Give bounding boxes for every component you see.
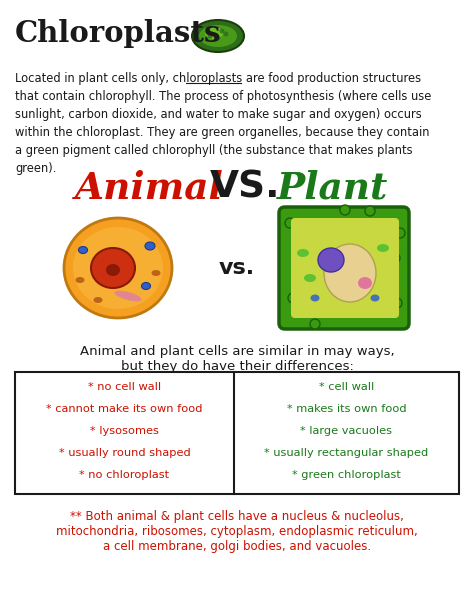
Text: Located in plant cells only, chloroplasts are food production structures
that co: Located in plant cells only, chloroplast…: [15, 72, 431, 175]
Ellipse shape: [91, 248, 135, 288]
Circle shape: [224, 31, 228, 37]
Text: * cell wall: * cell wall: [319, 382, 374, 392]
Ellipse shape: [114, 291, 142, 302]
Ellipse shape: [377, 244, 389, 252]
Circle shape: [216, 36, 220, 40]
Ellipse shape: [297, 249, 309, 257]
Circle shape: [288, 293, 298, 303]
Circle shape: [340, 205, 350, 215]
Ellipse shape: [73, 227, 163, 309]
Ellipse shape: [324, 244, 376, 302]
Text: vs.: vs.: [219, 258, 255, 278]
Ellipse shape: [304, 274, 316, 282]
Text: but they do have their differences:: but they do have their differences:: [120, 360, 354, 373]
Circle shape: [395, 228, 405, 238]
Circle shape: [208, 34, 212, 39]
Ellipse shape: [64, 218, 172, 318]
Text: * makes its own food: * makes its own food: [287, 404, 406, 414]
Text: VS.: VS.: [210, 170, 281, 206]
Ellipse shape: [93, 297, 102, 303]
Circle shape: [219, 28, 225, 34]
Circle shape: [392, 298, 402, 308]
Text: Plant: Plant: [277, 170, 388, 207]
Ellipse shape: [358, 277, 372, 289]
FancyBboxPatch shape: [291, 218, 399, 318]
Ellipse shape: [205, 27, 223, 39]
Text: * no cell wall: * no cell wall: [88, 382, 161, 392]
Circle shape: [310, 319, 320, 329]
Ellipse shape: [371, 294, 380, 302]
Text: * lysosomes: * lysosomes: [90, 426, 159, 436]
Ellipse shape: [318, 248, 344, 272]
Text: * no chloroplast: * no chloroplast: [80, 470, 170, 480]
Text: mitochondria, ribosomes, cytoplasm, endoplasmic reticulum,: mitochondria, ribosomes, cytoplasm, endo…: [56, 525, 418, 538]
Ellipse shape: [145, 242, 155, 250]
Text: * usually round shaped: * usually round shaped: [59, 448, 191, 458]
Ellipse shape: [106, 264, 120, 276]
Ellipse shape: [199, 25, 237, 47]
Text: * large vacuoles: * large vacuoles: [301, 426, 392, 436]
Ellipse shape: [142, 283, 151, 289]
Text: * usually rectangular shaped: * usually rectangular shaped: [264, 448, 428, 458]
FancyBboxPatch shape: [279, 207, 409, 329]
Ellipse shape: [79, 246, 88, 254]
Text: a cell membrane, golgi bodies, and vacuoles.: a cell membrane, golgi bodies, and vacuo…: [103, 540, 371, 553]
Circle shape: [365, 206, 375, 216]
Text: Animal and plant cells are similar in may ways,: Animal and plant cells are similar in ma…: [80, 345, 394, 358]
Circle shape: [390, 253, 400, 263]
Ellipse shape: [75, 277, 84, 283]
Text: * green chloroplast: * green chloroplast: [292, 470, 401, 480]
Ellipse shape: [310, 294, 319, 302]
Circle shape: [285, 218, 295, 228]
Text: Chloroplasts: Chloroplasts: [15, 19, 221, 48]
Text: * cannot make its own food: * cannot make its own food: [46, 404, 203, 414]
Bar: [15, 372, 459, 494]
Text: Animal: Animal: [75, 170, 224, 207]
Ellipse shape: [152, 270, 161, 276]
Text: ** Both animal & plant cells have a nucleus & nucleolus,: ** Both animal & plant cells have a nucl…: [70, 510, 404, 523]
Ellipse shape: [192, 20, 244, 52]
